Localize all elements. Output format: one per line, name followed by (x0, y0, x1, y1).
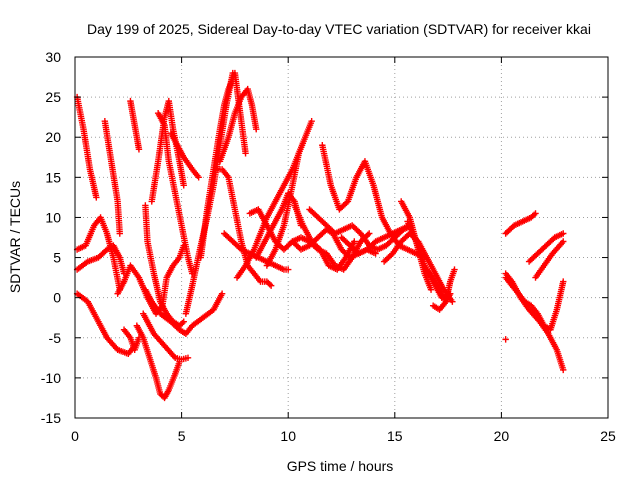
data-point-marker (267, 282, 275, 289)
data-point-marker (242, 150, 249, 157)
data-point-marker (343, 199, 350, 206)
axis-ticks: 0 5 10 15 20 25 -15 -10 -5 0 5 10 15 20 25 30 (41, 49, 616, 444)
data-points (73, 69, 567, 402)
data-point-marker (285, 266, 292, 273)
y-axis-label: SDTVAR / TECUs (7, 181, 23, 293)
data-point-marker (502, 336, 509, 343)
x-tick-label: 5 (178, 428, 186, 444)
x-axis-label: GPS time / hours (287, 458, 394, 474)
data-point-marker (351, 238, 358, 245)
data-point-marker (449, 298, 456, 305)
x-tick-label: 0 (71, 428, 79, 444)
data-point-marker (93, 194, 100, 201)
y-tick-label: 30 (45, 49, 61, 65)
data-point-marker (560, 278, 567, 285)
plot-frame (74, 56, 609, 419)
x-tick-label: 15 (387, 428, 403, 444)
data-point-marker (364, 231, 371, 239)
data-point-marker (116, 230, 123, 237)
data-point-marker (427, 286, 435, 293)
y-tick-label: 20 (45, 129, 61, 145)
data-point-marker (530, 211, 538, 218)
data-point-marker (560, 230, 567, 237)
data-point-marker (308, 117, 315, 125)
data-point-marker (180, 182, 187, 189)
y-tick-label: -15 (41, 410, 61, 426)
data-point-marker (560, 366, 567, 374)
data-point-marker (451, 266, 458, 273)
data-point-marker (253, 126, 260, 133)
data-point-marker (184, 354, 192, 362)
y-tick-label: 5 (53, 250, 61, 266)
data-point-marker (179, 319, 186, 327)
chart-title: Day 199 of 2025, Sidereal Day-to-day VTE… (87, 21, 591, 37)
data-point-marker (218, 290, 226, 297)
data-point-marker (532, 210, 539, 217)
x-tick-label: 25 (600, 428, 616, 444)
data-point-marker (560, 238, 567, 245)
data-point-marker (135, 146, 143, 153)
y-tick-label: -10 (41, 370, 61, 386)
data-point-marker (366, 230, 373, 237)
y-tick-label: 10 (45, 209, 61, 225)
y-tick-label: 15 (45, 169, 61, 185)
y-tick-label: 25 (45, 89, 61, 105)
x-tick-label: 20 (494, 428, 510, 444)
x-tick-label: 10 (280, 428, 296, 444)
y-tick-label: -5 (49, 330, 62, 346)
data-point-marker (195, 174, 202, 181)
y-tick-label: 0 (53, 290, 61, 306)
data-point-marker (266, 281, 273, 288)
data-point-marker (180, 318, 187, 325)
